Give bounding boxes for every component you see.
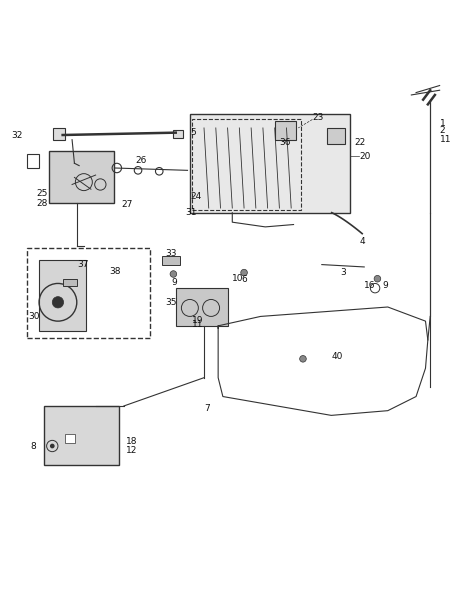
Text: 18: 18: [126, 437, 138, 446]
FancyBboxPatch shape: [327, 128, 346, 144]
Text: 22: 22: [355, 138, 366, 147]
FancyBboxPatch shape: [162, 256, 181, 265]
FancyBboxPatch shape: [176, 288, 228, 326]
Text: 28: 28: [36, 199, 48, 208]
Circle shape: [52, 297, 64, 308]
Text: 26: 26: [136, 157, 147, 165]
Text: 25: 25: [36, 189, 48, 198]
Text: 38: 38: [110, 267, 121, 276]
Text: 33: 33: [165, 249, 177, 258]
Circle shape: [170, 271, 177, 278]
Text: 40: 40: [331, 352, 343, 361]
FancyBboxPatch shape: [63, 279, 77, 286]
Text: 23: 23: [312, 113, 324, 122]
Text: 30: 30: [28, 312, 40, 321]
Circle shape: [50, 444, 55, 448]
Text: 3: 3: [341, 268, 346, 277]
Text: 16: 16: [364, 281, 376, 290]
Text: 11: 11: [192, 321, 204, 329]
FancyBboxPatch shape: [39, 260, 86, 330]
Text: 36: 36: [279, 138, 291, 147]
Text: 32: 32: [12, 131, 23, 139]
FancyBboxPatch shape: [44, 406, 119, 465]
FancyBboxPatch shape: [27, 154, 39, 168]
Circle shape: [241, 270, 247, 276]
Text: 2: 2: [439, 126, 445, 135]
Text: 5: 5: [190, 128, 196, 137]
Text: 10: 10: [232, 274, 244, 283]
Text: 37: 37: [77, 260, 88, 269]
FancyBboxPatch shape: [275, 121, 296, 140]
Text: 24: 24: [190, 192, 201, 201]
Text: 20: 20: [359, 152, 371, 161]
Text: 12: 12: [126, 446, 137, 455]
Text: 1: 1: [439, 119, 446, 128]
Text: 9: 9: [382, 281, 388, 290]
Text: 6: 6: [242, 275, 247, 284]
FancyBboxPatch shape: [27, 248, 150, 338]
Text: 27: 27: [121, 200, 133, 209]
FancyBboxPatch shape: [173, 130, 183, 138]
Text: 11: 11: [439, 135, 451, 144]
Text: 35: 35: [165, 298, 177, 307]
FancyBboxPatch shape: [53, 128, 65, 140]
FancyBboxPatch shape: [190, 114, 350, 213]
Text: 4: 4: [359, 236, 365, 246]
Text: 7: 7: [204, 404, 210, 413]
Circle shape: [374, 276, 381, 282]
FancyBboxPatch shape: [65, 434, 75, 443]
Text: 8: 8: [31, 441, 36, 451]
Text: 19: 19: [192, 316, 204, 325]
Circle shape: [300, 356, 306, 362]
Text: 9: 9: [171, 278, 177, 287]
Text: 31: 31: [185, 208, 197, 217]
FancyBboxPatch shape: [48, 152, 115, 203]
